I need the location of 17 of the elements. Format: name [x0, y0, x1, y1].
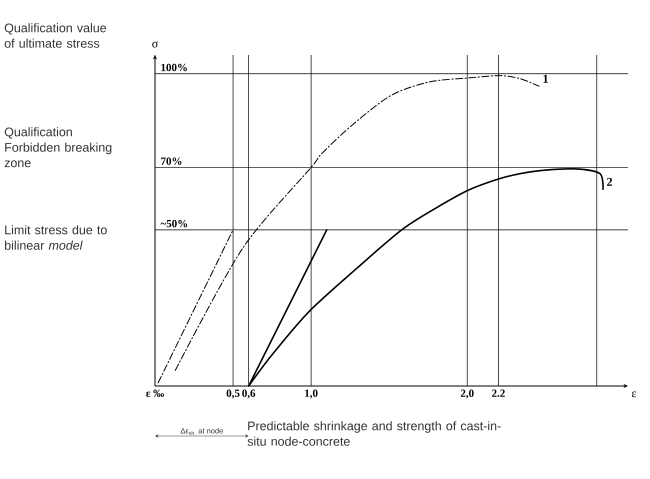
x-tick-label: 0,6	[242, 390, 256, 399]
text: Qualification value of ultimate stress	[4, 23, 106, 48]
x-tick-label: ε ‰	[146, 390, 164, 397]
text: Predictable shrinkage and strength of cast-in-situ node-concrete	[248, 421, 501, 446]
y-tick-label: ~50%	[160, 220, 188, 228]
y-tick-label: 70%	[161, 157, 182, 165]
y-axis-title: σ	[152, 41, 158, 48]
x-tick-label: 1,0	[305, 390, 318, 399]
x-tick-label: 2,0	[460, 390, 474, 399]
series-label: 1	[544, 74, 548, 83]
text: Qualification Forbidden breaking zone	[4, 127, 112, 168]
y-tick-label: 100%	[161, 64, 187, 72]
text: Limit stress due to bilinear model	[4, 225, 107, 250]
x-tick-label: 0,5	[226, 390, 240, 399]
x-tick-label: 2.2	[492, 390, 505, 397]
x-axis-title: ε	[632, 392, 636, 398]
series-label: 2	[607, 178, 612, 186]
